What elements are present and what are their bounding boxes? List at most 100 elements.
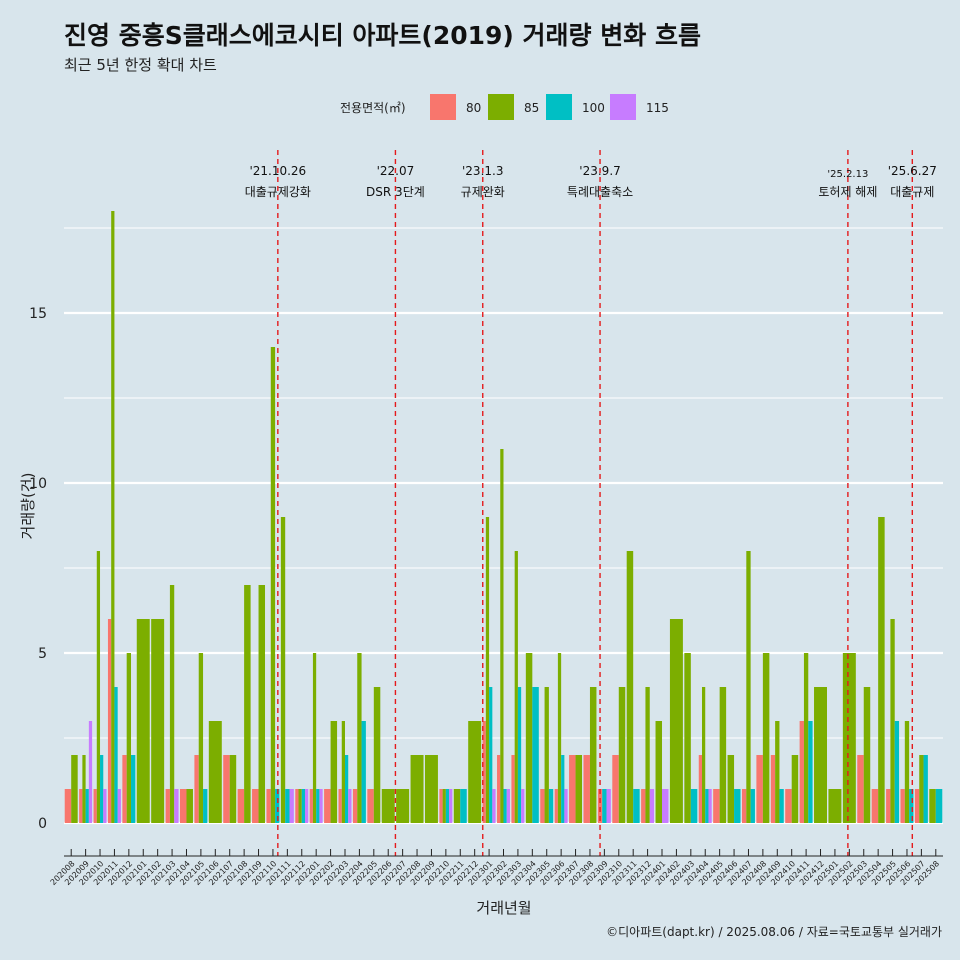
bar-202406-85 bbox=[727, 755, 735, 823]
bar-202210-85 bbox=[442, 789, 446, 823]
legend-label-115: 115 bbox=[646, 101, 669, 115]
bar-202009-80 bbox=[79, 789, 83, 823]
bar-202305-80 bbox=[540, 789, 545, 823]
legend: 80 85 100 115 bbox=[430, 94, 669, 120]
bar-202409-100 bbox=[779, 789, 784, 823]
bar-202301-100 bbox=[489, 687, 493, 823]
bar-202109-85 bbox=[258, 585, 266, 823]
bar-202210-115 bbox=[449, 789, 453, 823]
y-tick-label: 10 bbox=[29, 476, 47, 492]
event-date: '23.9.7 bbox=[579, 164, 620, 178]
legend-label-85: 85 bbox=[524, 101, 539, 115]
bar-202110-85 bbox=[270, 347, 276, 823]
legend-label-100: 100 bbox=[582, 101, 605, 115]
bar-202201-85 bbox=[312, 653, 317, 823]
y-axis-label: 거래량(건) bbox=[19, 473, 37, 540]
caption: ©디아파트(dapt.kr) / 2025.08.06 / 자료=국토교통부 실… bbox=[606, 925, 942, 939]
bar-202203-80 bbox=[338, 789, 342, 823]
bar-202507-100 bbox=[923, 755, 928, 823]
bar-202201-80 bbox=[309, 789, 313, 823]
bar-202104-85 bbox=[186, 789, 193, 823]
bar-202307-85 bbox=[575, 755, 583, 823]
bar-202105-100 bbox=[203, 789, 208, 823]
bar-202311-85 bbox=[626, 551, 634, 823]
bar-202505-80 bbox=[886, 789, 891, 823]
bar-202211-100 bbox=[460, 789, 467, 823]
bar-202205-80 bbox=[367, 789, 374, 823]
event-label: 특례대출축소 bbox=[567, 185, 633, 199]
bar-202309-80 bbox=[597, 789, 603, 823]
bar-202103-115 bbox=[174, 789, 179, 823]
event-date: '23.1.3 bbox=[462, 164, 503, 178]
legend-swatch-100 bbox=[546, 94, 572, 120]
bar-202408-85 bbox=[762, 653, 770, 823]
bar-202204-80 bbox=[352, 789, 358, 823]
bar-202105-85 bbox=[198, 653, 204, 823]
bar-202203-100 bbox=[344, 755, 349, 823]
bar-202009-100 bbox=[85, 789, 89, 823]
bar-202111-100 bbox=[285, 789, 290, 823]
bar-202507-85 bbox=[919, 755, 924, 823]
event-label: 대출규제 bbox=[890, 185, 934, 199]
bar-202309-115 bbox=[606, 789, 611, 823]
event-label: 토허제 해제 bbox=[818, 185, 877, 199]
bar-202403-100 bbox=[690, 789, 698, 823]
bar-202506-80 bbox=[900, 789, 905, 823]
bar-202302-100 bbox=[503, 789, 507, 823]
bar-202407-100 bbox=[750, 789, 755, 823]
y-tick-label: 5 bbox=[38, 646, 47, 662]
event-date: '21.10.26 bbox=[249, 164, 306, 178]
bar-202303-115 bbox=[521, 789, 525, 823]
bar-202303-100 bbox=[517, 687, 522, 823]
bar-202112-100 bbox=[301, 789, 306, 823]
bar-202405-85 bbox=[719, 687, 727, 823]
bar-202312-115 bbox=[649, 789, 655, 823]
bar-202306-115 bbox=[564, 789, 568, 823]
bar-202103-80 bbox=[165, 789, 170, 823]
bar-202102-85 bbox=[151, 619, 165, 823]
bar-202301-115 bbox=[492, 789, 496, 823]
x-axis-label: 거래년월 bbox=[476, 899, 531, 917]
bar-202410-85 bbox=[791, 755, 799, 823]
chart-title: 진영 중흥S클래스에코시티 아파트(2019) 거래량 변화 흐름 bbox=[64, 21, 701, 50]
bar-202204-100 bbox=[361, 721, 366, 823]
bar-202309-100 bbox=[602, 789, 607, 823]
bar-202401-115 bbox=[662, 789, 669, 823]
bar-202410-80 bbox=[785, 789, 792, 823]
bar-202401-85 bbox=[655, 721, 663, 823]
bar-202404-100 bbox=[705, 789, 709, 823]
bar-202108-85 bbox=[244, 585, 251, 823]
bar-202212-85 bbox=[468, 721, 482, 823]
bar-202304-100 bbox=[532, 687, 539, 823]
bar-202306-80 bbox=[554, 789, 558, 823]
bar-202107-85 bbox=[229, 755, 237, 823]
bar-202301-85 bbox=[485, 517, 490, 823]
bar-202011-85 bbox=[111, 211, 115, 823]
bar-202407-80 bbox=[741, 789, 747, 823]
bar-202010-115 bbox=[103, 789, 107, 823]
legend-swatch-80 bbox=[430, 94, 456, 120]
bar-202411-100 bbox=[808, 721, 813, 823]
y-tick-label: 15 bbox=[29, 306, 47, 322]
bar-202201-115 bbox=[319, 789, 323, 823]
bar-202409-80 bbox=[770, 755, 776, 823]
bar-202008-80 bbox=[64, 789, 72, 823]
bar-202110-80 bbox=[266, 789, 271, 823]
y-axis: 0 5 10 15 bbox=[29, 306, 47, 832]
bar-202303-80 bbox=[511, 755, 515, 823]
bar-202404-115 bbox=[708, 789, 712, 823]
bars bbox=[64, 211, 943, 823]
legend-title: 전용면적(㎡) bbox=[340, 101, 406, 115]
bar-202306-85 bbox=[557, 653, 562, 823]
bar-202506-85 bbox=[904, 721, 910, 823]
bar-202307-80 bbox=[569, 755, 576, 823]
event-label: 규제완화 bbox=[461, 185, 505, 199]
bar-202202-80 bbox=[324, 789, 331, 823]
bar-202209-85 bbox=[424, 755, 438, 823]
bar-202302-85 bbox=[500, 449, 504, 823]
bar-202206-85 bbox=[381, 789, 395, 823]
bar-202411-80 bbox=[799, 721, 804, 823]
bar-202011-80 bbox=[107, 619, 112, 823]
bar-202203-115 bbox=[348, 789, 352, 823]
bar-202508-85 bbox=[929, 789, 936, 823]
